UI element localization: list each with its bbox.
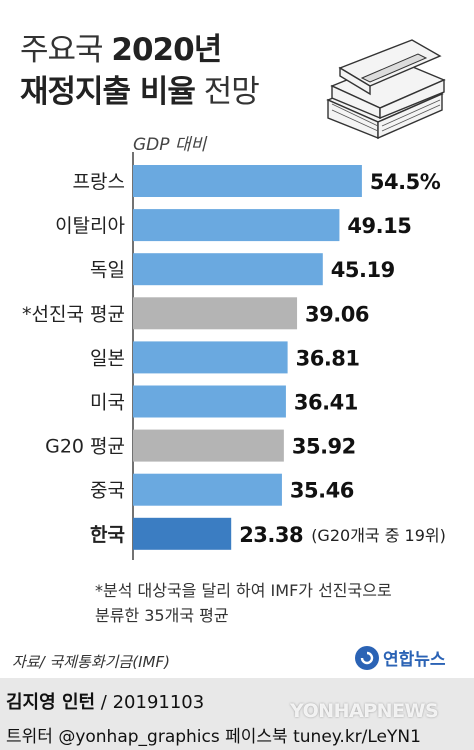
value-label-3: 39.06 [305, 302, 369, 326]
bar-8 [133, 517, 232, 550]
yonhap-logo: 연합뉴스 [355, 645, 446, 670]
author-credit: 김지영 인턴 / 20191103 [6, 688, 204, 714]
value-label-0: 54.5% [370, 170, 441, 194]
title-line1-bold: 2020년 [111, 32, 222, 68]
value-label-8: 23.38 [239, 523, 303, 547]
bar-2 [133, 253, 323, 286]
category-label-2: 독일 [90, 259, 125, 281]
value-label-2: 45.19 [331, 258, 395, 282]
y-axis-label: GDP 대비 [133, 135, 207, 155]
category-label-7: 중국 [90, 480, 125, 502]
credit-date: / 20191103 [95, 692, 205, 713]
value-label-6: 35.92 [292, 435, 356, 459]
yonhap-logo-icon [355, 645, 379, 670]
bar-6 [133, 429, 284, 462]
value-label-4: 36.81 [296, 346, 360, 370]
yonhap-logo-text: 연합뉴스 [383, 650, 446, 670]
bar-chart: 프랑스 54.5% 이탈리아 49.15 독일 45.19 *선진국 평균 39.06 일본 36… [22, 152, 446, 560]
category-label-6: G20 평균 [45, 436, 125, 458]
chart-title-line1: 주요국 2020년 [20, 24, 222, 69]
title-line2-light: 전망 [203, 74, 260, 110]
category-label-1: 이탈리아 [55, 215, 125, 237]
footnote-line2: 분류한 35개국 평균 [95, 606, 229, 625]
author-name: 김지영 인턴 [6, 692, 96, 713]
credit-footer [0, 678, 474, 750]
footnote-line1: *분석 대상국을 달리 하여 IMF가 선진국으로 [95, 581, 392, 600]
value-label-5: 36.41 [294, 391, 358, 415]
korea-rank-annotation: (G20개국 중 19위) [311, 526, 446, 545]
value-label-1: 49.15 [347, 214, 411, 238]
title-line1-light: 주요국 [20, 32, 104, 68]
chart-title-line2: 재정지출 비율 전망 [20, 66, 260, 111]
source-text: 자료/ 국제통화기금(IMF) [12, 653, 170, 671]
bars-group: 프랑스 54.5% 이탈리아 49.15 독일 45.19 *선진국 평균 39.06 일본 36… [22, 165, 446, 550]
category-label-8: 한국 [90, 524, 125, 546]
watermark: YONHAPNEWS [290, 700, 439, 722]
bar-7 [133, 473, 282, 506]
bar-5 [133, 385, 286, 418]
sns-credit: 트위터 @yonhap_graphics 페이스북 tuney.kr/LeYN1 [6, 727, 421, 747]
bar-3 [133, 297, 298, 330]
bar-1 [133, 209, 340, 242]
money-stack-illustration [326, 39, 446, 140]
footnote: *분석 대상국을 달리 하여 IMF가 선진국으로 분류한 35개국 평균 [95, 578, 392, 628]
bar-4 [133, 341, 288, 374]
category-label-4: 일본 [90, 347, 125, 369]
bar-0 [133, 165, 362, 197]
chart-canvas: 주요국 2020년 재정지출 비율 전망 GDP 대비 프랑스 54.5% 이탈리아… [12, 24, 446, 671]
title-line2-bold: 재정지출 비율 [20, 74, 196, 110]
category-label-0: 프랑스 [73, 171, 125, 193]
category-label-3: *선진국 평균 [22, 303, 125, 325]
category-label-5: 미국 [90, 392, 125, 414]
value-label-7: 35.46 [290, 479, 354, 503]
